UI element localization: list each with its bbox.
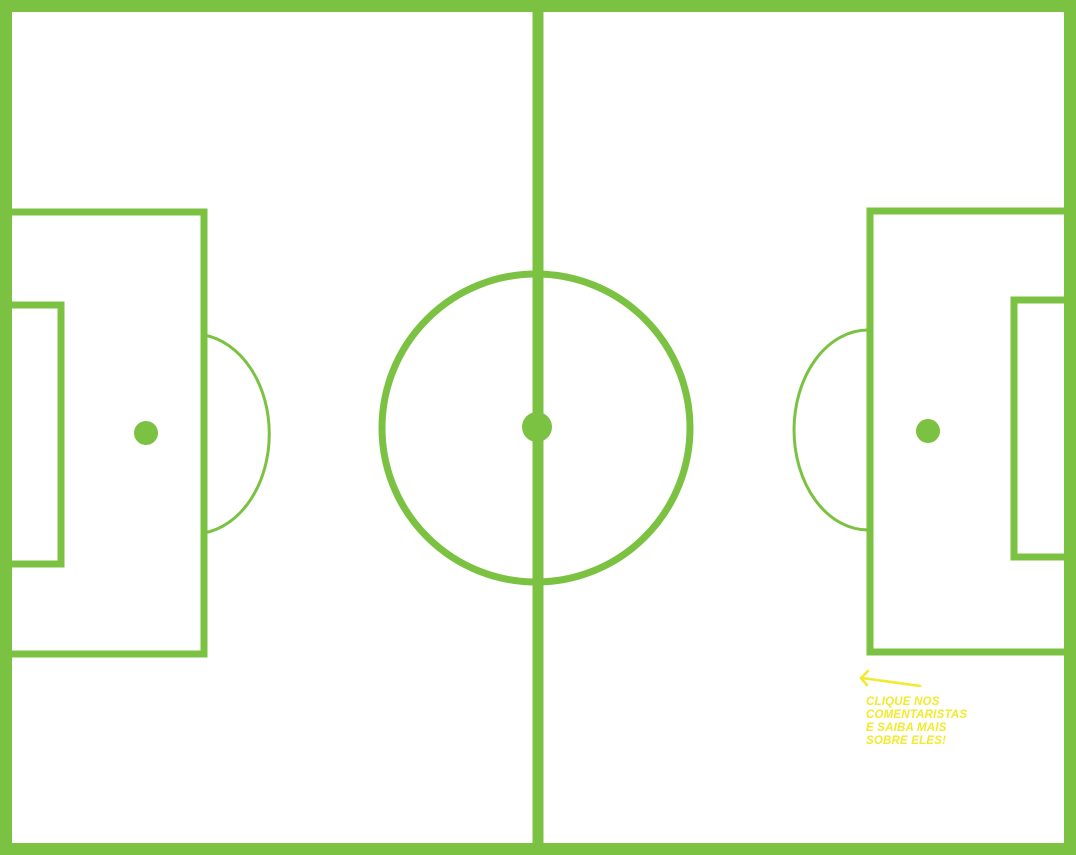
left-penalty-area [4, 208, 208, 658]
arrow-left-icon [859, 669, 922, 688]
hint-line: CLIQUE NOS [866, 696, 940, 708]
left-penalty-arc [203, 333, 271, 535]
hint-line: SOBRE ELES! [866, 735, 947, 747]
hint-line: COMENTARISTAS [866, 709, 968, 721]
center-spot [522, 412, 552, 442]
right-penalty-arc [792, 328, 869, 532]
left-goal-area [4, 301, 65, 568]
right-goal-area [1010, 296, 1072, 561]
left-penalty-spot [134, 421, 158, 445]
commentators-hint: CLIQUE NOS COMENTARISTAS E SAIBA MAIS SO… [866, 696, 1026, 748]
right-penalty-area [866, 207, 1072, 656]
hint-line: E SAIBA MAIS [866, 722, 947, 734]
center-circle [378, 270, 694, 586]
right-penalty-spot [916, 419, 940, 443]
